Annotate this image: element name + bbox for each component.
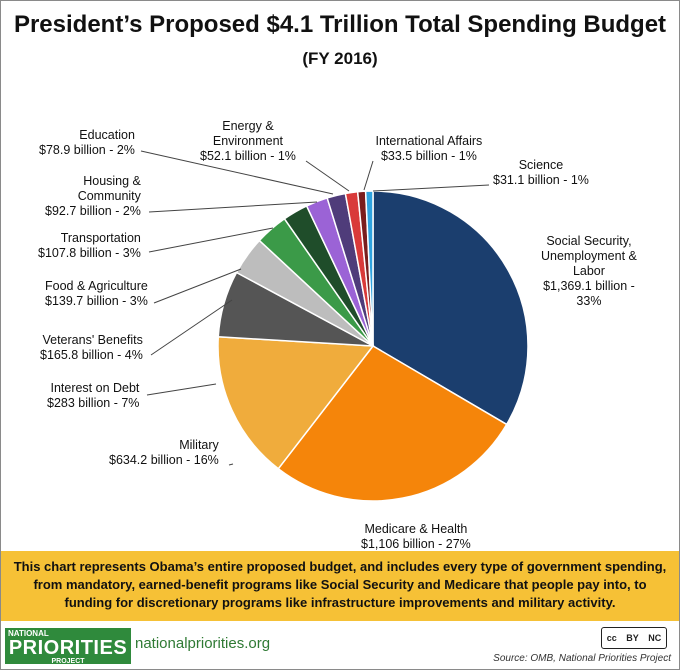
slice-label: Veterans' Benefits $165.8 billion - 4% [40,333,143,363]
slice-label-line: $107.8 billion - 3% [38,246,141,260]
npp-logo[interactable]: NATIONAL PRIORITIES PROJECT [5,628,131,665]
slice-label-line: Food & Agriculture [45,279,148,293]
pie-chart [140,150,529,502]
leader-line [150,299,233,356]
leader-line [305,160,350,192]
slice-label-line: Education [79,128,135,142]
slice-label: Military $634.2 billion - 16% [109,438,219,468]
slice-label: Food & Agriculture $139.7 billion - 3% [45,279,148,309]
explanatory-note: This chart represents Obama’s entire pro… [1,551,679,621]
slice-label: International Affairs $33.5 billion - 1% [376,134,483,164]
leader-line [153,268,242,304]
slice-label-line: Military [179,438,219,452]
pie-slice-science [364,190,374,347]
logo-bottom-text: PROJECT [51,658,85,665]
slice-label-line: Science [518,158,564,172]
leader-line [228,463,234,466]
website-link[interactable]: nationalpriorities.org [135,635,271,652]
leader-line [372,184,490,192]
slice-label-line: 33% [576,294,602,308]
slice-label-line: $52.1 billion - 1% [200,149,296,163]
slice-label-line: Veterans' Benefits [42,333,143,347]
cc-icon: cc [606,633,617,643]
pie-slice-social-security-unemployment-labor [372,190,529,426]
by-icon: BY [626,633,639,643]
logo-top-text: NATIONAL [8,629,49,638]
slice-label: Social Security, Unemployment & Labor $1,36… [541,234,637,309]
slice-label-line: Transportation [60,231,141,245]
slice-label-line: Interest on Debt [50,381,140,395]
slice-label-line: International Affairs [375,134,483,148]
slice-label-line: $92.7 billion - 2% [45,204,141,218]
slice-label-line: $283 billion - 7% [47,396,140,410]
slice-label: Transportation $107.8 billion - 3% [38,231,141,261]
slice-label: Education $78.9 billion - 2% [39,128,135,158]
slice-label-line: Community [77,189,141,203]
slice-label-line: Medicare & Health [364,522,468,536]
leader-line [148,227,274,253]
chart-title: President’s Proposed $4.1 Trillion Total… [13,11,667,38]
slice-label-line: $139.7 billion - 3% [45,294,148,308]
slice-label: Energy & Environment $52.1 billion - 1% [200,119,296,164]
slice-label-line: $165.8 billion - 4% [40,348,143,362]
slice-label-line: Environment [212,134,284,148]
source-note: Source: OMB, National Priorities Project [493,653,671,664]
slice-label-line: $31.1 billion - 1% [493,173,589,187]
slice-label-line: $634.2 billion - 16% [109,453,219,467]
slice-label: Housing & Community $92.7 billion - 2% [45,174,141,219]
slice-label: Interest on Debt $283 billion - 7% [47,381,139,411]
leader-line [148,201,318,213]
slice-label-line: Housing & [83,174,141,188]
leader-line [140,150,334,195]
creative-commons-badge[interactable]: cc BY NC [601,627,667,649]
slice-label-line: Unemployment & [541,249,637,263]
logo-main-text: PRIORITIES [8,637,128,659]
pie-slice-military [217,335,375,470]
leader-line [363,160,374,191]
slice-label: Science $31.1 billion - 1% [493,158,589,188]
slice-label-line: Social Security, [546,234,632,248]
slice-label-line: $33.5 billion - 1% [380,149,477,163]
pie-slice-medicare-health [277,345,508,502]
slice-label-line: $78.9 billion - 2% [39,143,135,157]
slice-label-line: $1,369.1 billion - [543,279,635,293]
slice-label-line: Energy & [222,119,274,133]
chart-subtitle: (FY 2016) [302,49,378,68]
slice-label: Medicare & Health $1,106 billion - 27% [361,522,471,552]
nc-icon: NC [648,633,662,643]
slice-label-line: Labor [572,264,605,278]
footer: NATIONAL PRIORITIES PROJECT nationalprio… [1,621,679,669]
leader-line [146,383,217,396]
slice-label-line: $1,106 billion - 27% [361,537,471,551]
